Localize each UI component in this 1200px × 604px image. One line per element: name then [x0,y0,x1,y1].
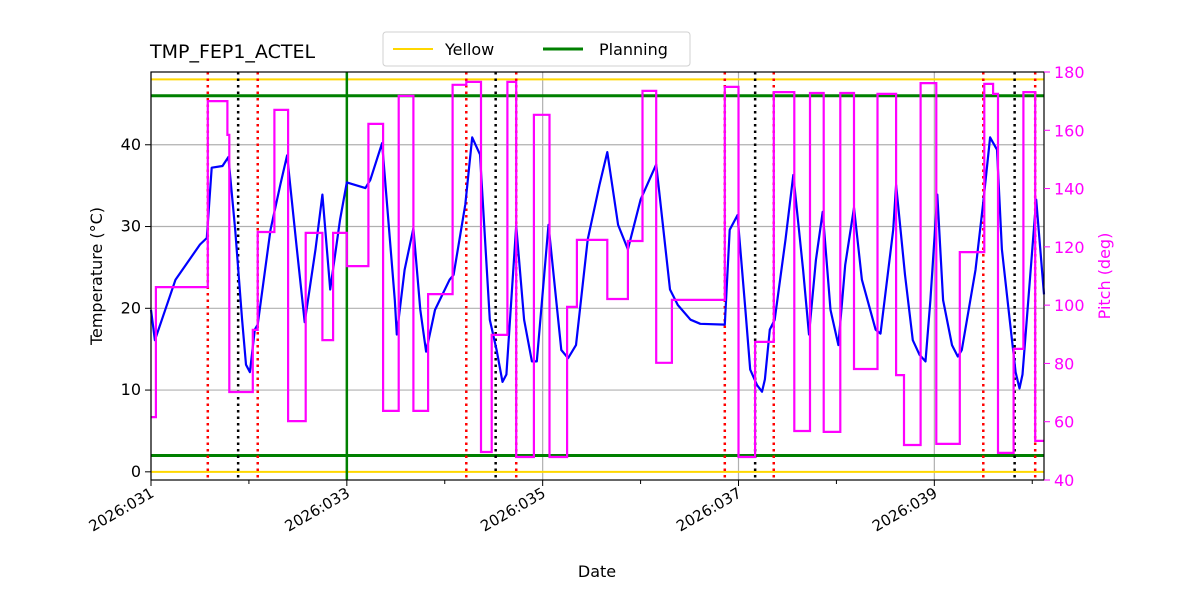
y2-tick-label: 140 [1054,180,1085,199]
y-tick-label: 30 [121,217,141,236]
legend-label-planning: Planning [599,40,668,59]
y2-tick-label: 160 [1054,121,1085,140]
pitch-series [151,80,1044,459]
plot-area [149,72,1046,480]
y2-axis-label: Pitch (deg) [1095,233,1114,320]
y-axis-label: Temperature (°C) [87,207,106,346]
legend: Yellow Planning [382,31,691,67]
plot-frame [150,71,1045,481]
y2-tick-label: 100 [1054,296,1085,315]
chart-title: TMP_FEP1_ACTEL [149,41,315,63]
y2-tick-label: 120 [1054,238,1085,257]
y2-tick-label: 60 [1054,413,1074,432]
y-tick-label: 20 [121,298,141,317]
y2-tick-label: 180 [1054,63,1085,82]
legend-box [382,31,691,67]
x-axis-label: Date [578,562,616,581]
y2-tick-label: 80 [1054,354,1074,373]
y-tick-label: 10 [121,380,141,399]
y2-tick-label: 40 [1054,471,1074,490]
y-tick-label: 0 [131,462,141,481]
legend-label-yellow: Yellow [444,40,494,59]
y-tick-label: 40 [121,135,141,154]
